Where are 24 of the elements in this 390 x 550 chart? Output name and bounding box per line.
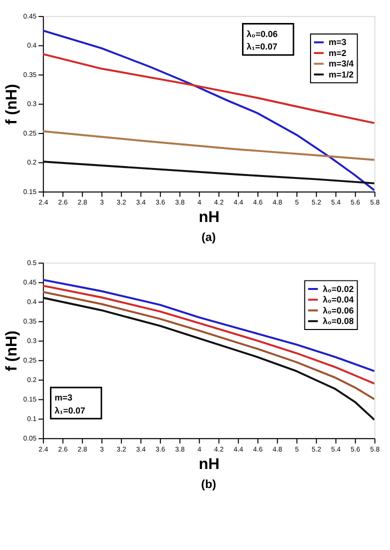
- line-series: [42, 290, 374, 400]
- legend-label: λ₀=0.08: [322, 316, 354, 326]
- line-series: [42, 160, 374, 184]
- annotation: λ₀=0.06: [246, 28, 278, 39]
- line-series: [42, 130, 374, 161]
- text: (b): [201, 478, 216, 491]
- legend-label: λ₀=0.06: [322, 305, 354, 316]
- annotation: λ₁=0.07: [246, 42, 278, 52]
- line-series: [42, 278, 374, 372]
- y-axis-title: f (nH): [3, 84, 20, 125]
- x-axis-title: nH: [198, 456, 220, 473]
- annotation: m=3: [54, 392, 73, 403]
- line-series: [42, 296, 374, 421]
- annotation: λ₁=0.07: [54, 405, 86, 416]
- legend-label: m=3/4: [328, 58, 354, 69]
- legend-label: λ₀=0.02: [322, 284, 354, 294]
- legend-label: m=1/2: [328, 69, 354, 80]
- line-series: [42, 284, 374, 385]
- text: (a): [202, 231, 216, 244]
- legend-label: m=2: [328, 48, 346, 58]
- legend-label: λ₀=0.04: [322, 294, 354, 305]
- x-axis-title: nH: [198, 209, 220, 226]
- legend-label: m=3: [328, 37, 346, 48]
- y-axis-title: f (nH): [3, 330, 20, 372]
